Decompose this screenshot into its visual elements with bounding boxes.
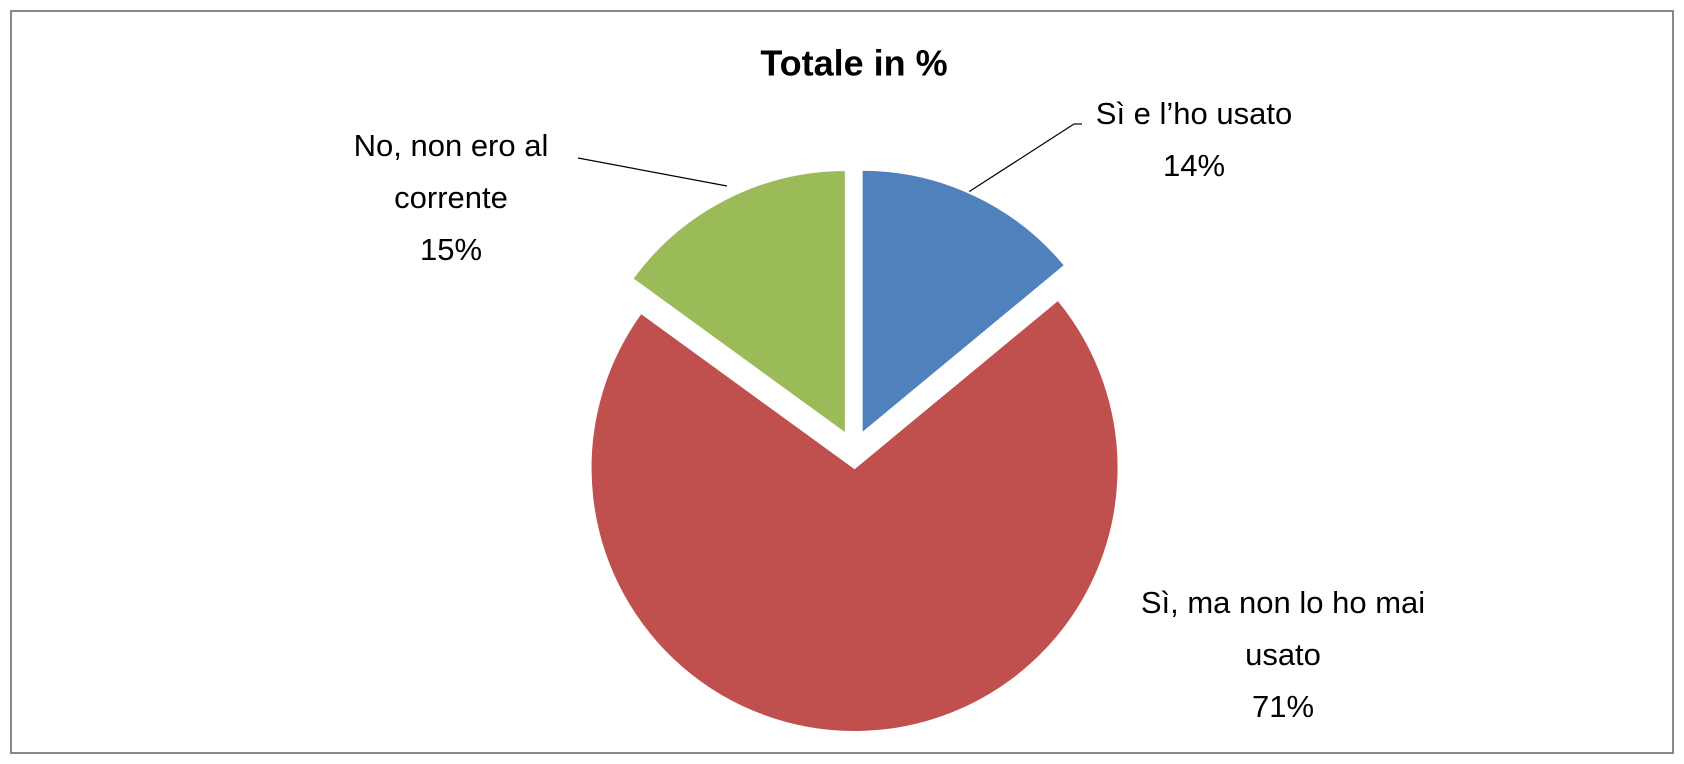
slice-name: Sì, ma non lo ho mai usato	[1140, 585, 1426, 672]
slice-percent: 71%	[1251, 689, 1315, 724]
leader-line	[966, 123, 1075, 194]
leader-line	[577, 157, 728, 187]
data-label: No, non ero al corrente 15%	[316, 120, 586, 276]
pie-slice	[860, 168, 1067, 436]
slice-percent: 14%	[1162, 148, 1226, 183]
data-label: Sì e l’ho usato 14%	[1054, 88, 1334, 192]
pie-slice	[630, 168, 847, 436]
chart-title: Totale in %	[760, 43, 947, 84]
data-label: Sì, ma non lo ho mai usato 71%	[1123, 577, 1443, 733]
slice-name: No, non ero al corrente	[353, 128, 549, 215]
pie-slice	[589, 298, 1120, 733]
slice-name: Sì e l’ho usato	[1095, 96, 1293, 131]
slice-percent: 15%	[419, 232, 483, 267]
